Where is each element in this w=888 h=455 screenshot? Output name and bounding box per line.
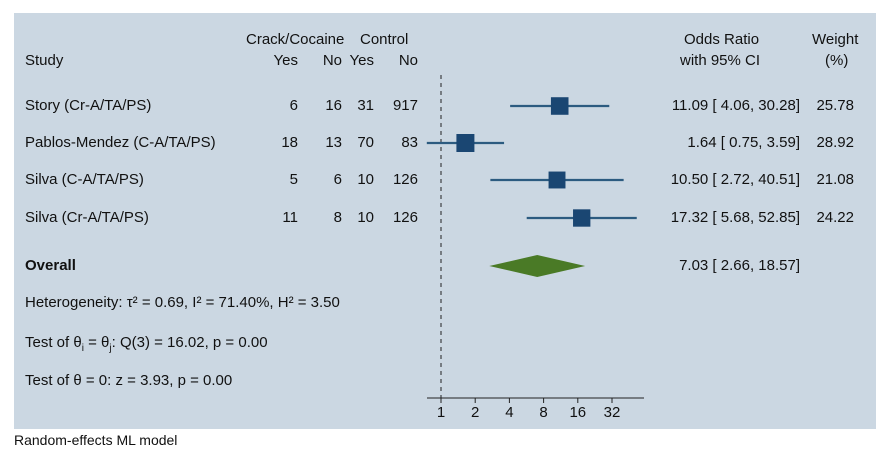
g2-no-value: 126 <box>392 209 418 226</box>
header-group1: Crack/Cocaine <box>246 31 345 48</box>
study-marker <box>573 209 591 227</box>
header-group2: Control <box>360 31 409 48</box>
weight-value: 28.92 <box>816 134 854 151</box>
model-footnote: Random-effects ML model <box>14 432 178 448</box>
header-g2-yes: Yes <box>349 52 374 69</box>
test-zero-stat: Test of θ = 0: z = 3.93, p = 0.00 <box>25 372 233 389</box>
plot-panel: Crack/Cocaine Control Study Yes No Yes N… <box>14 13 876 429</box>
g1-yes-value: 6 <box>289 97 298 114</box>
header-g1-no: No <box>322 52 342 69</box>
x-axis-tick-label: 8 <box>539 404 547 421</box>
g2-no-value: 83 <box>401 134 418 151</box>
g2-yes-value: 31 <box>357 97 374 114</box>
study-name: Story (Cr-A/TA/PS) <box>25 97 152 114</box>
g1-no-value: 6 <box>333 171 342 188</box>
overall-odds-ratio-ci: 7.03 [ 2.66, 18.57] <box>679 257 800 274</box>
study-marker <box>456 134 475 152</box>
weight-value: 24.22 <box>816 209 854 226</box>
header-or-line2: with 95% CI <box>680 52 761 69</box>
test-equal-stat: Test of θi = θj: Q(3) = 16.02, p = 0.00 <box>25 334 268 354</box>
g1-yes-value: 11 <box>282 209 298 226</box>
header-weight-line1: Weight <box>812 31 859 48</box>
g2-no-value: 126 <box>392 171 418 188</box>
odds-ratio-ci: 1.64 [ 0.75, 3.59] <box>687 134 800 151</box>
g1-no-value: 13 <box>325 134 342 151</box>
g1-no-value: 8 <box>333 209 342 226</box>
header-g2-no: No <box>398 52 418 69</box>
odds-ratio-ci: 17.32 [ 5.68, 52.85] <box>670 209 800 226</box>
odds-ratio-ci: 11.09 [ 4.06, 30.28] <box>671 97 800 114</box>
header-weight-line2: (%) <box>825 52 849 69</box>
x-axis-tick-label: 16 <box>569 404 586 421</box>
g2-yes-value: 70 <box>357 134 374 151</box>
forest-plot-svg: 1 2 4 8 16 32 <box>426 75 644 421</box>
x-axis-tick-label: 2 <box>471 404 479 421</box>
study-name: Silva (Cr-A/TA/PS) <box>25 209 149 226</box>
g2-yes-value: 10 <box>357 171 374 188</box>
g2-no-value: 917 <box>392 97 418 114</box>
overall-label: Overall <box>25 257 76 274</box>
x-axis-tick-label: 1 <box>437 404 445 421</box>
study-name: Pablos-Mendez (C-A/TA/PS) <box>25 134 216 151</box>
weight-value: 21.08 <box>816 171 854 188</box>
study-name: Silva (C-A/TA/PS) <box>25 171 144 188</box>
study-marker <box>548 171 566 189</box>
x-axis-tick-label: 4 <box>505 404 513 421</box>
g2-yes-value: 10 <box>357 209 374 226</box>
heterogeneity-stat: Heterogeneity: τ² = 0.69, I² = 71.40%, H… <box>25 294 340 311</box>
weight-value: 25.78 <box>816 97 854 114</box>
header-study: Study <box>25 52 64 69</box>
study-marker <box>550 97 569 115</box>
g1-yes-value: 5 <box>289 171 298 188</box>
g1-no-value: 16 <box>325 97 342 114</box>
header-or-line1: Odds Ratio <box>684 31 760 48</box>
g1-yes-value: 18 <box>281 134 298 151</box>
header-g1-yes: Yes <box>273 52 298 69</box>
overall-diamond <box>489 255 586 277</box>
odds-ratio-ci: 10.50 [ 2.72, 40.51] <box>670 171 800 188</box>
x-axis-tick-label: 32 <box>604 404 621 421</box>
